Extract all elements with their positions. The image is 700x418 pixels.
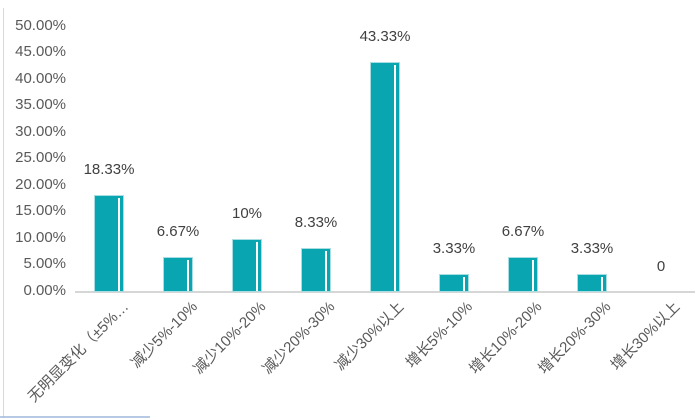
left-edge-line <box>3 8 4 418</box>
y-tick-label: 15.00% <box>15 202 66 220</box>
x-category-label: 增长10%-20% <box>465 298 546 378</box>
bar-value-label: 10% <box>231 205 263 222</box>
y-tick-label: 20.00% <box>15 175 66 193</box>
x-axis-line <box>75 291 695 293</box>
bar-highlight-stripe <box>394 65 396 291</box>
y-tick-label: 50.00% <box>15 16 66 34</box>
y-tick-label: 45.00% <box>15 43 66 61</box>
bar-highlight-stripe <box>187 260 189 291</box>
y-tick-label: 10.00% <box>15 228 66 246</box>
x-category-label: 无明显变化（±5%… <box>24 298 132 406</box>
bar <box>439 274 469 292</box>
bar-highlight-stripe <box>601 277 603 291</box>
y-tick-label: 5.00% <box>23 255 66 273</box>
bar-value-label: 3.33% <box>570 240 614 257</box>
y-tick-label: 25.00% <box>15 149 66 167</box>
bar <box>577 274 607 292</box>
bar <box>94 195 124 292</box>
y-tick-label: 35.00% <box>15 96 66 114</box>
bar-value-label: 8.33% <box>294 214 338 231</box>
bar <box>232 239 262 292</box>
bar-value-label: 6.67% <box>501 223 545 240</box>
bar-value-label: 6.67% <box>156 223 200 240</box>
x-category-label: 减少20%-30% <box>259 298 339 378</box>
bar <box>301 248 331 292</box>
x-category-label: 增长20%-30% <box>534 298 614 378</box>
bar-highlight-stripe <box>256 242 258 291</box>
x-category-label: 减少5%-10% <box>127 298 201 372</box>
bar <box>163 257 193 292</box>
y-tick-label: 0.00% <box>23 282 66 299</box>
x-category-label: 增长30%以上 <box>607 298 683 374</box>
bar-value-label: 43.33% <box>359 28 411 45</box>
x-category-label: 减少10%-20% <box>190 298 270 378</box>
bar-highlight-stripe <box>532 260 534 291</box>
bar-value-label: 0 <box>656 258 666 275</box>
y-tick-label: 30.00% <box>15 122 66 140</box>
bar <box>370 62 400 292</box>
bar-highlight-stripe <box>118 198 120 291</box>
bar-value-label: 18.33% <box>83 161 135 178</box>
x-category-label: 增长5%-10% <box>402 298 477 372</box>
bar <box>508 257 538 292</box>
bar-highlight-stripe <box>463 277 465 291</box>
bar-highlight-stripe <box>325 251 327 291</box>
bottom-edge-line <box>0 416 150 418</box>
x-category-label: 减少30%以上 <box>331 298 408 374</box>
y-tick-label: 40.00% <box>15 69 66 87</box>
bar-value-label: 3.33% <box>432 240 476 257</box>
